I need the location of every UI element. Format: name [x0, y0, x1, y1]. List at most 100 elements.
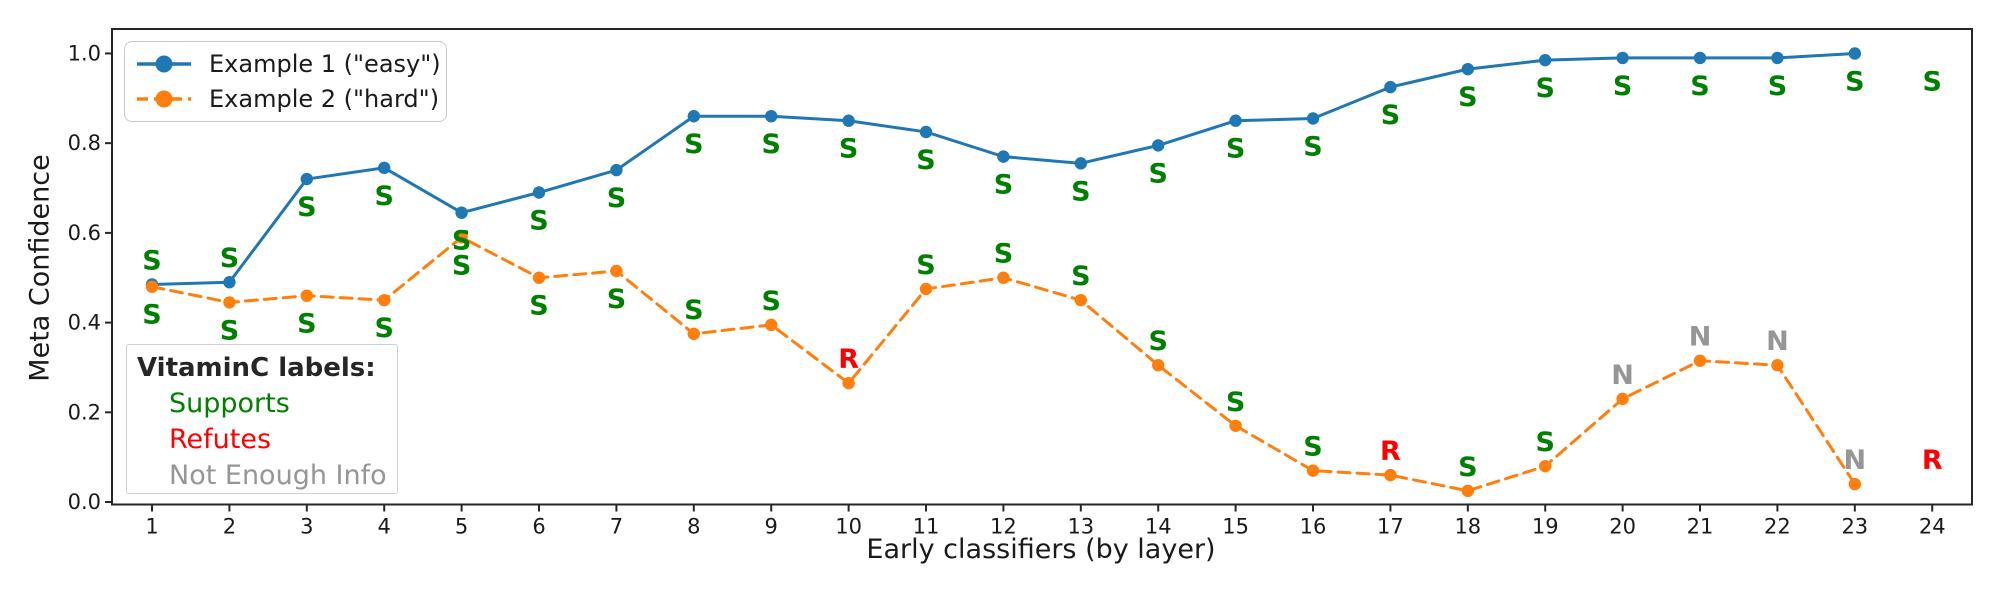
data-point-easy-15 — [1229, 114, 1242, 127]
x-tick-label: 18 — [1454, 515, 1481, 539]
vitaminc-item-refutes: Refutes — [169, 424, 272, 455]
data-point-easy-7 — [610, 163, 623, 177]
data-point-easy-22 — [1771, 51, 1784, 65]
x-tick-label: 2 — [223, 515, 236, 539]
verdict-label-hard-19: S — [1535, 427, 1554, 458]
x-tick-label: 4 — [378, 515, 391, 539]
data-point-hard-12 — [997, 271, 1010, 284]
y-axis-label: Meta Confidence — [24, 154, 56, 382]
x-tick-label: 17 — [1377, 515, 1404, 539]
y-tick-label: 0.8 — [68, 131, 101, 155]
verdict-label-hard-13: S — [1071, 261, 1090, 292]
legend-label-hard: Example 2 ("hard") — [209, 85, 440, 114]
verdict-label-hard-7: S — [607, 284, 626, 315]
data-point-hard-9 — [765, 318, 778, 332]
verdict-label-easy-14: S — [1148, 158, 1167, 189]
verdict-label-hard-23: N — [1844, 445, 1867, 476]
data-point-easy-5 — [455, 206, 468, 219]
data-point-hard-6 — [532, 271, 546, 284]
verdict-label-easy-4: S — [374, 181, 393, 212]
data-point-easy-23 — [1848, 47, 1862, 60]
verdict-label-easy-24: S — [1922, 66, 1941, 97]
data-point-easy-19 — [1539, 53, 1552, 67]
data-point-easy-6 — [532, 186, 546, 199]
verdict-label-easy-10: S — [839, 134, 858, 165]
data-point-easy-11 — [919, 125, 933, 139]
legend-item-easy: Example 1 ("easy") — [135, 46, 441, 81]
data-point-hard-5 — [455, 231, 468, 244]
data-point-hard-21 — [1693, 354, 1707, 367]
x-tick-label: 11 — [913, 515, 940, 539]
data-point-easy-2 — [223, 276, 236, 289]
y-tick-label: 0.2 — [68, 400, 101, 424]
x-tick-label: 13 — [1067, 515, 1094, 539]
data-point-hard-7 — [610, 264, 623, 278]
verdict-label-easy-13: S — [1071, 176, 1090, 207]
verdict-label-hard-24: R — [1922, 445, 1943, 476]
data-point-hard-16 — [1306, 464, 1320, 477]
verdict-label-easy-20: S — [1613, 71, 1632, 102]
data-point-hard-13 — [1074, 293, 1088, 307]
verdict-label-hard-22: N — [1766, 326, 1789, 357]
legend-label-easy: Example 1 ("easy") — [209, 49, 441, 78]
verdict-label-easy-1: S — [142, 245, 161, 276]
verdict-label-easy-8: S — [684, 129, 703, 160]
data-point-easy-3 — [300, 172, 314, 186]
data-point-hard-2 — [223, 296, 236, 309]
verdict-label-hard-12: S — [994, 239, 1013, 270]
verdict-label-hard-8: S — [684, 295, 703, 326]
data-point-hard-23 — [1848, 477, 1862, 491]
data-point-easy-9 — [765, 110, 778, 123]
x-tick-label: 21 — [1687, 515, 1714, 539]
x-tick-label: 10 — [835, 515, 862, 539]
data-point-easy-14 — [1152, 139, 1165, 152]
x-tick-label: 22 — [1764, 515, 1791, 539]
y-tick-label: 1.0 — [68, 41, 101, 65]
verdict-label-easy-7: S — [607, 183, 626, 214]
verdict-label-easy-11: S — [916, 145, 935, 176]
data-point-easy-18 — [1461, 62, 1475, 76]
verdict-label-easy-6: S — [529, 206, 548, 237]
x-tick-label: 6 — [532, 515, 545, 539]
vitaminc-labels-box: VitaminC labels: Supports Refutes Not En… — [126, 344, 398, 494]
plot-spines — [111, 28, 1973, 506]
data-point-hard-4 — [378, 293, 391, 307]
data-point-hard-19 — [1539, 459, 1552, 473]
x-tick-label: 23 — [1841, 515, 1868, 539]
verdict-label-easy-15: S — [1226, 134, 1245, 165]
data-point-hard-8 — [687, 327, 701, 341]
data-point-easy-12 — [997, 150, 1010, 163]
data-point-hard-20 — [1616, 392, 1629, 406]
verdict-label-hard-15: S — [1226, 387, 1245, 418]
verdict-label-hard-6: S — [529, 291, 548, 322]
data-point-easy-10 — [842, 114, 855, 127]
x-tick-label: 12 — [990, 515, 1017, 539]
x-tick-label: 8 — [687, 515, 700, 539]
y-tick-label: 0.4 — [68, 311, 101, 335]
data-point-easy-17 — [1384, 80, 1397, 94]
x-tick-label: 5 — [455, 515, 468, 539]
verdict-label-easy-9: S — [761, 129, 780, 160]
verdict-label-easy-3: S — [297, 192, 316, 223]
data-point-easy-20 — [1616, 51, 1629, 65]
data-point-hard-11 — [919, 282, 933, 296]
x-tick-label: 3 — [300, 515, 313, 539]
verdict-label-easy-19: S — [1535, 73, 1554, 104]
verdict-label-hard-9: S — [761, 286, 780, 317]
verdict-label-easy-22: S — [1768, 71, 1787, 102]
verdict-label-hard-14: S — [1148, 326, 1167, 357]
x-tick-label: 16 — [1300, 515, 1327, 539]
data-point-easy-21 — [1693, 51, 1707, 65]
verdict-label-easy-12: S — [994, 170, 1013, 201]
vitaminc-item-supports: Supports — [169, 388, 290, 419]
verdict-label-easy-23: S — [1845, 66, 1864, 97]
data-point-hard-3 — [300, 289, 314, 302]
x-tick-label: 9 — [765, 515, 778, 539]
verdict-label-hard-3: S — [297, 309, 316, 340]
verdict-label-easy-21: S — [1690, 71, 1709, 102]
data-point-hard-22 — [1771, 359, 1784, 372]
verdict-label-hard-2: S — [220, 315, 239, 346]
verdict-label-hard-21: N — [1689, 322, 1712, 353]
